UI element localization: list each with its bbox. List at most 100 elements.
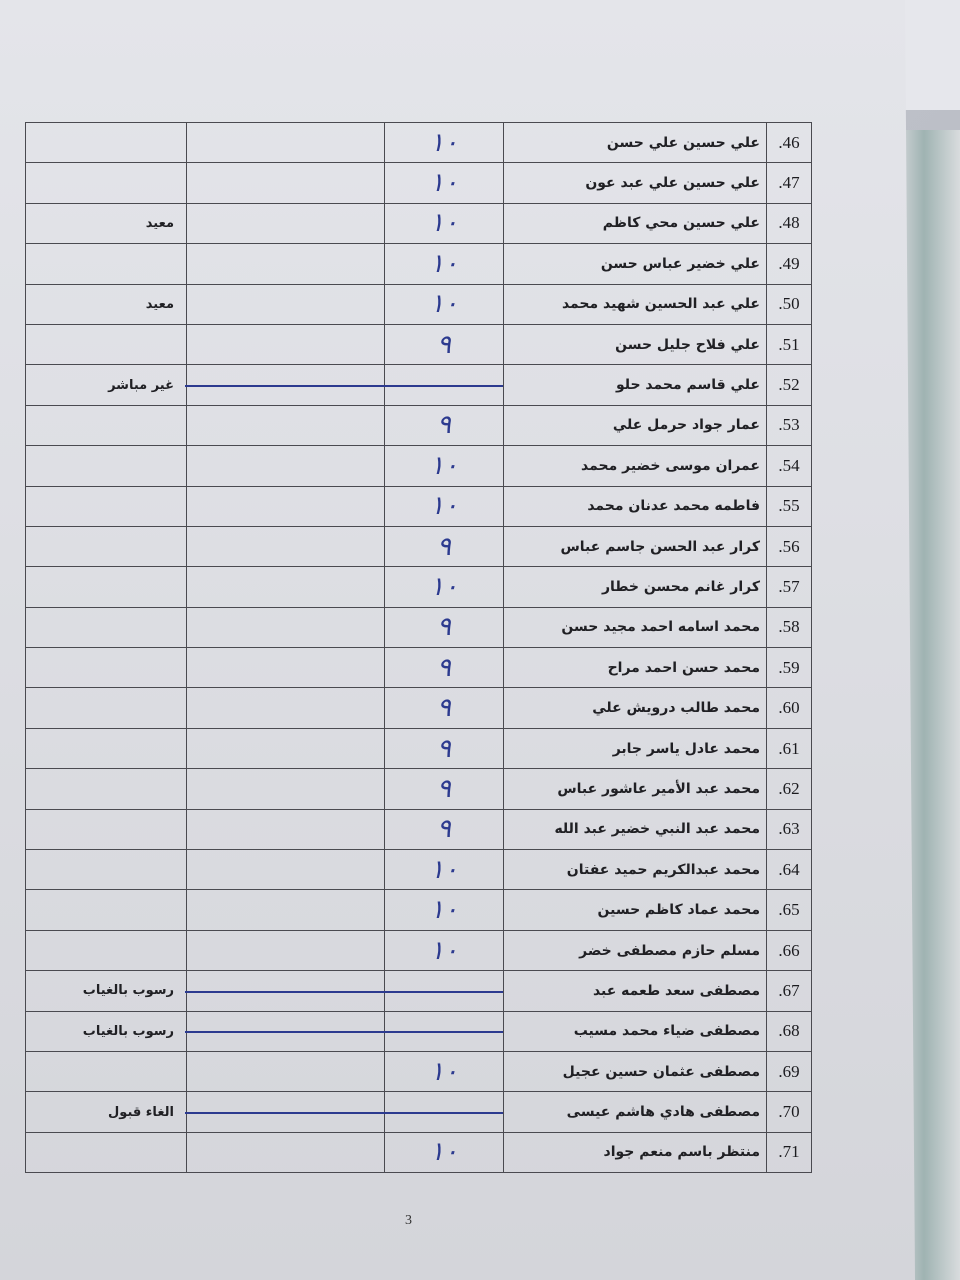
remark <box>25 162 187 204</box>
row-number: 68. <box>766 1010 812 1052</box>
row-number: 60. <box>766 687 812 729</box>
empty-cell <box>186 1131 385 1174</box>
row-number: 57. <box>766 566 812 608</box>
handwritten-grade <box>185 1010 504 1052</box>
remark <box>25 768 187 810</box>
student-name: محمد عادل ياسر جابر <box>503 727 767 770</box>
student-name: كرار عبد الحسن جاسم عباس <box>503 525 767 568</box>
empty-cell <box>186 525 385 568</box>
empty-cell <box>186 727 385 770</box>
student-name: علي حسين علي حسن <box>503 121 767 164</box>
handwritten-grade: ١٠ <box>384 485 504 527</box>
row-number: 63. <box>766 808 812 851</box>
student-name: محمد عبد النبي خضير عبد الله <box>503 808 767 851</box>
empty-cell <box>186 687 385 729</box>
student-name: منتظر باسم منعم جواد <box>503 1131 767 1174</box>
remark: غير مباشر <box>25 364 187 406</box>
empty-cell <box>186 162 385 204</box>
row-number: 62. <box>766 768 812 810</box>
handwritten-grade: ٩ <box>384 808 504 851</box>
empty-cell <box>186 849 385 891</box>
handwritten-grade: ١٠ <box>384 243 504 285</box>
handwritten-grade <box>185 364 504 406</box>
row-number: 53. <box>766 404 812 447</box>
table-row: 70. مصطفى هادي هاشم عيسى الغاء قبول <box>25 1091 812 1133</box>
remark: رسوب بالغياب <box>25 1010 187 1052</box>
student-name: علي قاسم محمد حلو <box>503 364 767 406</box>
student-name: مصطفى هادي هاشم عيسى <box>503 1091 767 1133</box>
table-row: 64. محمد عبدالكريم حميد عفتان ١٠ <box>25 849 812 891</box>
row-number: 67. <box>766 970 812 1012</box>
table-row: 54. عمران موسى خضير محمد ١٠ <box>25 445 812 487</box>
remark <box>25 727 187 770</box>
empty-cell <box>186 243 385 285</box>
handwritten-grade: ١٠ <box>384 929 504 972</box>
empty-cell <box>186 445 385 487</box>
handwritten-grade: ٩ <box>384 647 504 689</box>
student-name: مصطفى ضياء محمد مسيب <box>503 1010 767 1052</box>
row-number: 61. <box>766 727 812 770</box>
handwritten-grade: ١٠ <box>384 889 504 931</box>
empty-cell <box>186 283 385 325</box>
student-name: فاطمه محمد عدنان محمد <box>503 485 767 527</box>
row-number: 48. <box>766 202 812 245</box>
row-number: 70. <box>766 1091 812 1133</box>
empty-cell <box>186 364 385 406</box>
handwritten-grade: ٩ <box>384 525 504 568</box>
empty-cell <box>186 566 385 608</box>
empty-cell <box>186 1010 385 1052</box>
table-row: 66. مسلم حازم مصطفى خضر ١٠ <box>25 929 812 972</box>
student-name: علي فلاح جليل حسن <box>503 323 767 366</box>
empty-cell <box>186 768 385 810</box>
remark <box>25 323 187 366</box>
handwritten-grade: ٩ <box>384 727 504 770</box>
remark <box>25 929 187 972</box>
empty-cell <box>186 323 385 366</box>
student-name: محمد اسامه احمد مجيد حسن <box>503 606 767 649</box>
table-row: 56. كرار عبد الحسن جاسم عباس ٩ <box>25 525 812 568</box>
empty-cell <box>186 929 385 972</box>
row-number: 52. <box>766 364 812 406</box>
student-name: عمار جواد حرمل علي <box>503 404 767 447</box>
student-name: علي عبد الحسين شهيد محمد <box>503 283 767 325</box>
student-name: علي حسين علي عبد عون <box>503 162 767 204</box>
empty-cell <box>186 202 385 245</box>
student-name: علي خضير عباس حسن <box>503 243 767 285</box>
handwritten-grade: ٩ <box>384 404 504 447</box>
handwritten-grade: ١٠ <box>384 566 504 608</box>
table-row: 63. محمد عبد النبي خضير عبد الله ٩ <box>25 808 812 851</box>
row-number: 51. <box>766 323 812 366</box>
empty-cell <box>186 970 385 1012</box>
table-row: 61. محمد عادل ياسر جابر ٩ <box>25 727 812 770</box>
row-number: 47. <box>766 162 812 204</box>
remark <box>25 445 187 487</box>
handwritten-grade: ١٠ <box>384 121 504 164</box>
handwritten-grade: ٩ <box>384 606 504 649</box>
remark <box>25 849 187 891</box>
student-name: مصطفى سعد طعمه عبد <box>503 970 767 1012</box>
remark <box>25 404 187 447</box>
student-name: عمران موسى خضير محمد <box>503 445 767 487</box>
remark <box>25 687 187 729</box>
row-number: 59. <box>766 647 812 689</box>
empty-cell <box>186 808 385 851</box>
remark <box>25 647 187 689</box>
row-number: 64. <box>766 849 812 891</box>
remark <box>25 889 187 931</box>
handwritten-grade: ١٠ <box>384 445 504 487</box>
table-row: 68. مصطفى ضياء محمد مسيب رسوب بالغياب <box>25 1010 812 1052</box>
student-name: كرار غانم محسن خطار <box>503 566 767 608</box>
table-row: 55. فاطمه محمد عدنان محمد ١٠ <box>25 485 812 527</box>
remark <box>25 485 187 527</box>
remark: رسوب بالغياب <box>25 970 187 1012</box>
handwritten-grade: ١٠ <box>384 1050 504 1093</box>
table-row: 53. عمار جواد حرمل علي ٩ <box>25 404 812 447</box>
table-row: 50. علي عبد الحسين شهيد محمد ١٠ معيد <box>25 283 812 325</box>
table-row: 62. محمد عبد الأمير عاشور عباس ٩ <box>25 768 812 810</box>
remark <box>25 1050 187 1093</box>
remark <box>25 525 187 568</box>
student-name: محمد طالب درويش علي <box>503 687 767 729</box>
handwritten-grade <box>185 1091 504 1133</box>
table-row: 57. كرار غانم محسن خطار ١٠ <box>25 566 812 608</box>
handwritten-grade: ١٠ <box>384 202 504 245</box>
